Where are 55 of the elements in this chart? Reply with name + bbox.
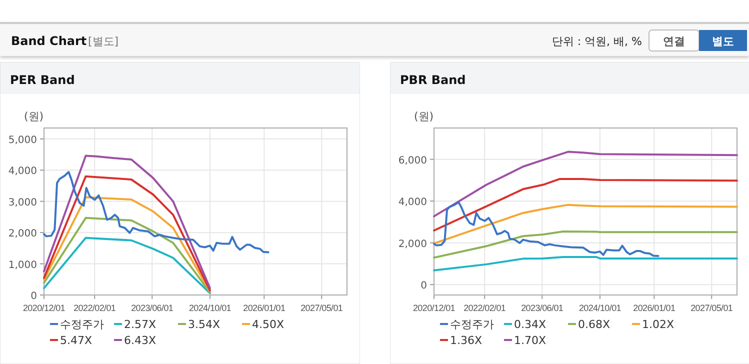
line-series [43,175,211,292]
x-tick-label: 2020/12/01 [412,303,456,313]
legend-label: 5.47X [60,334,92,347]
line-series [43,236,211,294]
chart-title: PER Band [10,73,75,87]
y-tick-label: 4,000 [398,197,427,208]
y-tick-label: 5,000 [8,134,37,146]
legend-label: 6.43X [124,334,156,347]
line-series [43,154,211,290]
legend-label: 수정주가 [60,318,104,331]
y-tick-label: 2,000 [8,228,37,240]
text: 연결 [663,35,685,48]
legend-label: 3.54X [188,318,220,331]
x-tick-label: 2023/06/01 [131,303,174,313]
legend-label: 1.36X [450,334,482,347]
y-tick-label: 2,000 [398,238,427,250]
line-series [43,196,211,292]
y-tick-label: 0 [30,291,37,302]
y-tick-label: 4,000 [8,166,37,178]
x-tick-label: 2026/01/01 [633,303,676,313]
legend-label: 수정주가 [450,318,494,331]
legend-label: 1.70X [514,334,546,347]
line-series [433,201,660,257]
legend-label: 0.68X [578,318,610,331]
y-tick-label: 3,000 [8,197,37,208]
x-tick-label: 2027/05/01 [690,303,733,313]
line-series [433,150,738,218]
text: Band Chart [11,34,87,48]
legend-label: 0.34X [514,318,546,331]
y-tick-label: 1,000 [8,260,37,271]
legend-label: 4.50X [252,318,284,331]
legend-label: 1.02X [642,318,674,331]
line-series [433,230,738,259]
x-tick-label: 2024/10/01 [578,303,622,313]
x-tick-label: 2023/06/01 [521,303,564,313]
x-tick-label: 2022/02/01 [74,303,116,313]
x-tick-label: 2020/12/01 [22,303,66,313]
line-series [43,216,211,294]
line-series [433,178,738,232]
legend-label: 2.57X [124,318,156,331]
x-tick-label: 2022/02/01 [464,303,506,313]
y-tick-label: 6,000 [398,155,427,166]
x-tick-label: 2026/01/01 [243,303,286,313]
text: [별도] [88,35,119,48]
y-axis-title: (원) [24,110,44,123]
chart-title: PBR Band [400,73,466,87]
line-series [43,171,270,254]
y-tick-label: 0 [420,280,427,292]
x-tick-label: 2027/05/01 [300,303,343,313]
y-axis-title: (원) [414,110,434,123]
x-tick-label: 2024/10/01 [188,303,232,313]
text: 단위 : 억원, 배, % [552,35,642,48]
line-series [433,204,738,244]
line-series [433,256,738,272]
text: 별도 [712,35,734,48]
